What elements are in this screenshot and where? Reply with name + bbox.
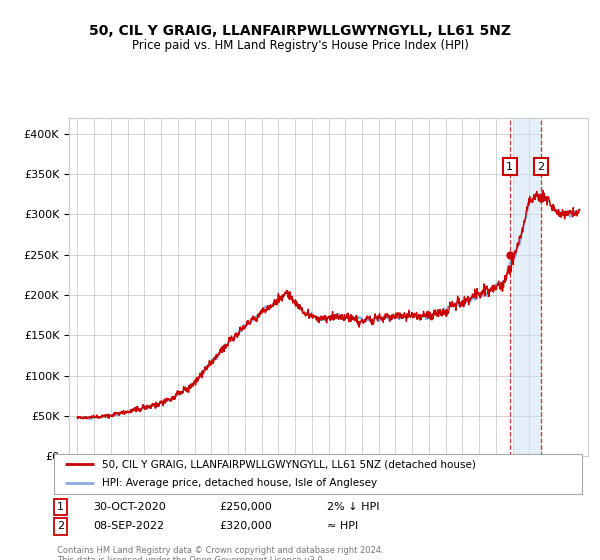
Text: £320,000: £320,000 bbox=[219, 521, 272, 531]
Text: 1: 1 bbox=[57, 502, 64, 512]
Text: 2% ↓ HPI: 2% ↓ HPI bbox=[327, 502, 380, 512]
Text: 2: 2 bbox=[538, 162, 545, 172]
Text: Price paid vs. HM Land Registry's House Price Index (HPI): Price paid vs. HM Land Registry's House … bbox=[131, 39, 469, 52]
Text: 50, CIL Y GRAIG, LLANFAIRPWLLGWYNGYLL, LL61 5NZ (detached house): 50, CIL Y GRAIG, LLANFAIRPWLLGWYNGYLL, L… bbox=[101, 460, 475, 470]
Bar bbox=[542, 118, 588, 456]
Text: £250,000: £250,000 bbox=[219, 502, 272, 512]
Text: 1: 1 bbox=[506, 162, 514, 172]
Text: Contains HM Land Registry data © Crown copyright and database right 2024.
This d: Contains HM Land Registry data © Crown c… bbox=[57, 546, 383, 560]
Text: HPI: Average price, detached house, Isle of Anglesey: HPI: Average price, detached house, Isle… bbox=[101, 478, 377, 488]
Text: 50, CIL Y GRAIG, LLANFAIRPWLLGWYNGYLL, LL61 5NZ: 50, CIL Y GRAIG, LLANFAIRPWLLGWYNGYLL, L… bbox=[89, 24, 511, 38]
Text: ≈ HPI: ≈ HPI bbox=[327, 521, 358, 531]
Text: 2: 2 bbox=[57, 521, 64, 531]
Text: 08-SEP-2022: 08-SEP-2022 bbox=[93, 521, 164, 531]
Bar bbox=[512, 118, 542, 456]
Bar bbox=[542, 118, 588, 456]
Text: 30-OCT-2020: 30-OCT-2020 bbox=[93, 502, 166, 512]
